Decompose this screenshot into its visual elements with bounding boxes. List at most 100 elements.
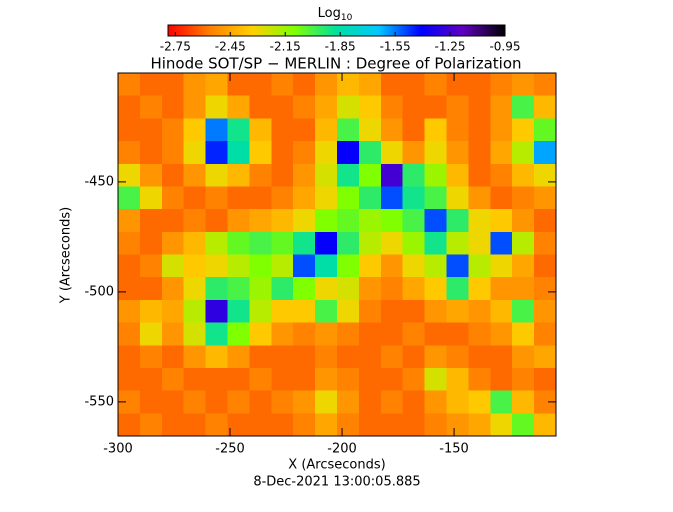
heatmap-cell — [424, 277, 447, 301]
heatmap-cell — [512, 277, 535, 301]
heatmap-cell — [249, 322, 272, 346]
heatmap-cell — [183, 277, 207, 301]
colorbar-tick-label: -2.45 — [215, 40, 246, 54]
heatmap-cell — [139, 254, 163, 278]
heatmap-cell — [402, 141, 426, 165]
heatmap-cell — [402, 95, 426, 119]
heatmap-cell — [118, 186, 141, 210]
heatmap-cell — [337, 367, 360, 392]
heatmap-cell — [424, 299, 447, 324]
heatmap-cell — [468, 413, 491, 437]
heatmap-cell — [337, 231, 360, 255]
heatmap-cell — [512, 413, 535, 437]
heatmap-cell — [161, 141, 185, 165]
heatmap-cell — [490, 73, 513, 97]
heatmap-cell — [118, 299, 141, 324]
heatmap-cell — [512, 73, 535, 97]
heatmap-cell — [490, 390, 513, 414]
heatmap-cell — [402, 345, 426, 369]
heatmap-cell — [271, 299, 294, 324]
colorbar-tick-label: -1.25 — [435, 40, 466, 54]
heatmap-cell — [205, 141, 228, 165]
heatmap-cell — [227, 390, 250, 414]
heatmap-cell — [424, 390, 447, 414]
heatmap-cell — [337, 95, 360, 119]
heatmap-cell — [337, 118, 360, 142]
heatmap-cell — [512, 390, 535, 414]
x-tick-label: -300 — [103, 442, 133, 457]
heatmap-cell — [293, 231, 316, 255]
heatmap-cell — [293, 186, 316, 210]
heatmap-cell — [446, 118, 469, 142]
heatmap-cell — [183, 118, 207, 142]
heatmap-cell — [271, 322, 294, 346]
heatmap-cell — [402, 209, 426, 233]
heatmap-cell — [139, 141, 163, 165]
heatmap-cell — [205, 390, 228, 414]
heatmap-cell — [227, 277, 250, 301]
heatmap-cell — [161, 231, 185, 255]
heatmap-cell — [271, 141, 294, 165]
heatmap-cell — [293, 95, 316, 119]
heatmap-cell — [468, 163, 491, 187]
heatmap-cell — [490, 413, 513, 437]
heatmap-cell — [358, 231, 382, 255]
heatmap-cell — [358, 186, 382, 210]
heatmap-cell — [205, 322, 228, 346]
heatmap-cell — [183, 254, 207, 278]
heatmap-cell — [161, 390, 185, 414]
heatmap-cell — [337, 322, 360, 346]
heatmap-cell — [424, 73, 447, 97]
heatmap-cell — [534, 141, 557, 165]
heatmap-cell — [271, 73, 294, 97]
heatmap-cell — [315, 73, 338, 97]
heatmap-cell — [490, 277, 513, 301]
heatmap-cell — [293, 73, 316, 97]
heatmap-cell — [446, 345, 469, 369]
heatmap-cell — [446, 413, 469, 437]
heatmap-cell — [315, 231, 338, 255]
heatmap-cell — [249, 254, 272, 278]
heatmap-cell — [512, 345, 535, 369]
x-tick-label: -200 — [327, 442, 357, 457]
heatmap-cell — [380, 118, 404, 142]
x-tick-label: -250 — [215, 442, 245, 457]
heatmap-cell — [446, 367, 469, 392]
heatmap-cell — [139, 95, 163, 119]
heatmap-cell — [161, 367, 185, 392]
heatmap-cell — [534, 231, 557, 255]
heatmap-cell — [183, 95, 207, 119]
heatmap-cell — [380, 163, 404, 187]
heatmap-cell — [446, 73, 469, 97]
heatmap-cell — [205, 254, 228, 278]
heatmap-cell — [512, 367, 535, 392]
heatmap-cell — [424, 95, 447, 119]
heatmap-cell — [249, 209, 272, 233]
heatmap-cell — [468, 209, 491, 233]
heatmap-cell — [468, 186, 491, 210]
heatmap-cell — [271, 390, 294, 414]
heatmap-cell — [358, 163, 382, 187]
heatmap-cell — [249, 95, 272, 119]
heatmap-cell — [468, 367, 491, 392]
heatmap-cell — [227, 186, 250, 210]
heatmap-cell — [468, 118, 491, 142]
heatmap-cell — [490, 322, 513, 346]
heatmap-cell — [446, 390, 469, 414]
heatmap-cell — [490, 163, 513, 187]
heatmap-cell — [271, 186, 294, 210]
heatmap-cell — [337, 163, 360, 187]
heatmap-cell — [118, 322, 141, 346]
heatmap-cell — [205, 367, 228, 392]
heatmap-cell — [315, 186, 338, 210]
heatmap-cell — [271, 163, 294, 187]
heatmap-cell — [227, 299, 250, 324]
heatmap-cell — [512, 186, 535, 210]
heatmap-cell — [161, 73, 185, 97]
heatmap-cell — [490, 141, 513, 165]
heatmap-cell — [380, 73, 404, 97]
heatmap-cell — [424, 141, 447, 165]
heatmap-cell — [490, 231, 513, 255]
heatmap-cell — [205, 186, 228, 210]
heatmap-cell — [468, 231, 491, 255]
